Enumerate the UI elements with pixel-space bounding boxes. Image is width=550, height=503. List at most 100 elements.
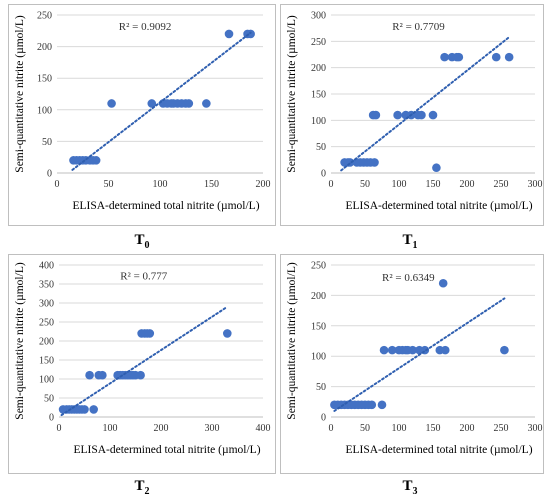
- trendline: [340, 36, 511, 172]
- scatter-chart-t0: 0 50 100 150 200 250 0 50 100 150 200 ELISA-determi…: [14, 11, 271, 213]
- data-point: [440, 345, 450, 355]
- chart-panel-t1: 0 50 100 150 200 250 300 0 50 100 150 200 250 300 ELIS…: [280, 4, 544, 226]
- r-squared-annotation: R² = 0.7709: [392, 21, 445, 33]
- chart-panel-t3: 0 50 100 150 200 250 0 50 100 150 200 250 300 ELISA-d…: [280, 254, 544, 474]
- data-point: [85, 370, 94, 380]
- x-axis-label: ELISA-determined total nitrite (µmol/L): [72, 200, 259, 212]
- chart-panel-t2: 0 50 100 150 200 250 300 350 400 0 100 200 300 400 ELI…: [8, 254, 276, 474]
- y-tick-label: 250: [37, 11, 52, 22]
- x-tick-label: 50: [360, 423, 370, 434]
- data-point: [454, 52, 464, 62]
- x-tick-label: 100: [392, 179, 407, 190]
- y-tick-label: 200: [311, 291, 326, 302]
- data-point: [387, 345, 397, 355]
- y-tick-label: 50: [42, 137, 52, 148]
- data-point: [147, 99, 157, 108]
- scatter-chart-t3: 0 50 100 150 200 250 0 50 100 150 200 250 300 ELISA-d…: [286, 261, 543, 457]
- scatter-chart-t1: 0 50 100 150 200 250 300 0 50 100 150 200 250 300 ELIS…: [286, 11, 543, 213]
- data-point: [440, 52, 449, 62]
- y-tick-label: 300: [39, 299, 54, 310]
- data-point: [89, 405, 98, 414]
- y-tick-label: 250: [311, 37, 326, 48]
- data-point: [491, 52, 501, 62]
- data-point: [202, 99, 211, 108]
- data-point: [504, 52, 514, 62]
- x-tick-label: 100: [153, 179, 168, 190]
- data-point: [91, 156, 101, 165]
- x-tick-label: 0: [329, 179, 334, 190]
- y-tick-label: 200: [311, 63, 326, 74]
- x-tick-label: 0: [329, 423, 334, 434]
- y-tick-label: 0: [321, 413, 326, 424]
- x-tick-label: 0: [57, 423, 62, 434]
- x-tick-label: 300: [528, 179, 543, 190]
- data-point: [136, 370, 145, 380]
- y-axis-label: Semi-quantitative nitrite (µmol/L): [286, 262, 298, 420]
- data-point: [98, 370, 107, 380]
- y-tick-label: 300: [311, 11, 326, 22]
- data-point: [379, 345, 389, 355]
- data-point: [367, 400, 377, 410]
- y-tick-label: 250: [311, 261, 326, 272]
- x-tick-label: 150: [426, 423, 441, 434]
- trendline: [71, 31, 252, 171]
- y-tick-label: 50: [316, 142, 326, 153]
- chart-label-t1: T1: [402, 232, 418, 251]
- x-tick-label: 50: [104, 179, 114, 190]
- data-point: [246, 29, 255, 39]
- data-point: [224, 29, 234, 39]
- x-tick-label: 300: [528, 423, 543, 434]
- data-point: [377, 400, 387, 410]
- data-point: [393, 110, 402, 120]
- y-tick-label: 100: [37, 105, 52, 116]
- data-point: [428, 110, 438, 120]
- x-tick-label: 250: [494, 423, 509, 434]
- trendline: [333, 297, 506, 412]
- x-tick-label: 100: [392, 423, 407, 434]
- y-tick-label: 100: [311, 116, 326, 127]
- y-tick-label: 250: [39, 318, 54, 329]
- data-point: [417, 110, 426, 120]
- x-axis-label: ELISA-determined total nitrite (µmol/L): [345, 444, 532, 456]
- data-point: [438, 278, 448, 288]
- y-tick-label: 200: [37, 42, 52, 53]
- y-tick-label: 100: [311, 352, 326, 363]
- chart-panel-t0: 0 50 100 150 200 250 0 50 100 150 200 ELISA-determi…: [8, 4, 276, 226]
- x-tick-label: 100: [103, 423, 118, 434]
- data-point: [371, 110, 381, 120]
- chart-label-t3: T3: [402, 478, 418, 497]
- x-tick-label: 200: [154, 423, 169, 434]
- x-tick-label: 150: [426, 179, 441, 190]
- y-axis-label: Semi-quantitative nitrite (µmol/L): [286, 15, 298, 173]
- x-tick-label: 300: [205, 423, 220, 434]
- y-tick-label: 100: [39, 375, 54, 386]
- y-tick-label: 50: [316, 382, 326, 393]
- data-point: [80, 405, 89, 414]
- x-axis-label: ELISA-determined total nitrite (µmol/L): [73, 444, 260, 456]
- data-point: [500, 345, 509, 355]
- x-tick-label: 200: [460, 179, 475, 190]
- x-tick-label: 150: [204, 179, 219, 190]
- x-tick-label: 250: [494, 179, 509, 190]
- r-squared-annotation: R² = 0.6349: [382, 272, 435, 284]
- r-squared-annotation: R² = 0.777: [120, 271, 168, 283]
- y-axis-label: Semi-quantitative nitrite (µmol/L): [14, 15, 26, 173]
- data-point: [432, 163, 441, 173]
- trendline: [60, 305, 229, 417]
- chart-label-t2: T2: [134, 478, 150, 497]
- data-point: [184, 99, 194, 108]
- y-tick-label: 400: [39, 261, 54, 272]
- y-axis-label: Semi-quantitative nitrite (µmol/L): [14, 262, 26, 420]
- data-point: [107, 99, 116, 108]
- x-tick-label: 0: [55, 179, 60, 190]
- y-tick-label: 150: [37, 74, 52, 85]
- y-tick-label: 0: [47, 169, 52, 180]
- y-tick-label: 150: [311, 90, 326, 101]
- y-tick-label: 50: [44, 394, 54, 405]
- y-tick-label: 0: [49, 413, 54, 424]
- y-tick-label: 350: [39, 280, 54, 291]
- x-tick-label: 50: [360, 179, 370, 190]
- x-tick-label: 200: [256, 179, 271, 190]
- data-point: [408, 345, 417, 355]
- y-tick-label: 200: [39, 337, 54, 348]
